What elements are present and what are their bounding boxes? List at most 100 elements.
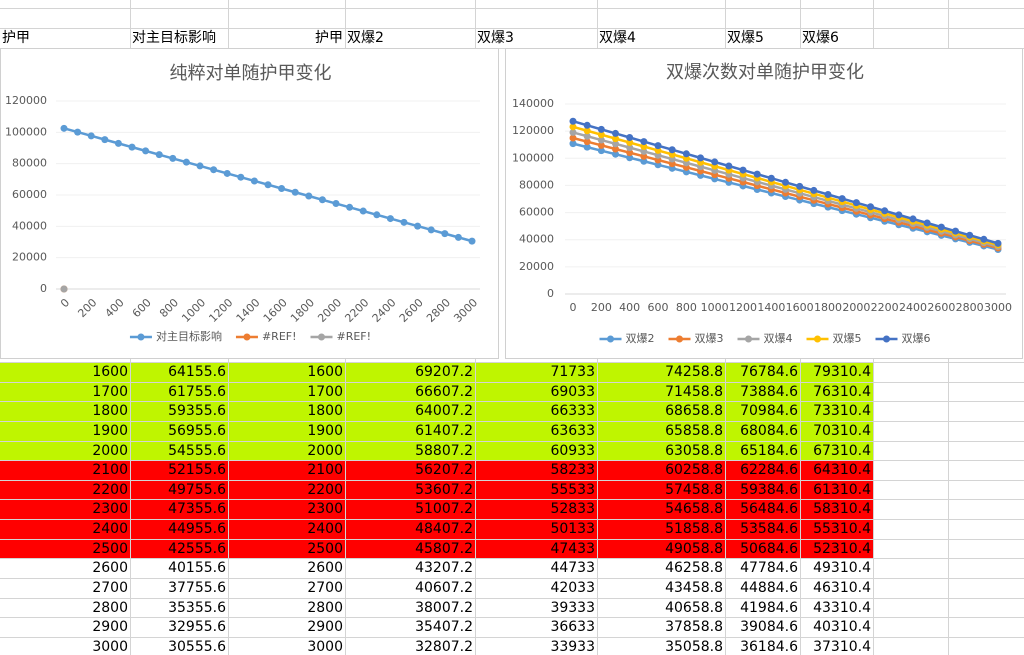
point xyxy=(87,132,95,140)
legend-label: 双爆4 xyxy=(764,331,793,345)
cell-text: 2000 xyxy=(307,442,343,459)
cell-text: 42033 xyxy=(550,580,595,597)
cell-text: 2900 xyxy=(307,619,343,636)
point xyxy=(640,157,648,165)
row-line xyxy=(0,460,1024,462)
point xyxy=(583,143,591,151)
cell-text: 32955.6 xyxy=(168,619,226,636)
cell-text: 2400 xyxy=(307,521,343,538)
point xyxy=(318,196,326,204)
cell-text: 56955.6 xyxy=(168,422,226,439)
y-tick-label: 40000 xyxy=(519,233,554,246)
point xyxy=(810,186,818,194)
point xyxy=(414,222,422,230)
cell-text: 41984.6 xyxy=(740,599,798,616)
point xyxy=(278,184,286,192)
row-highlight xyxy=(0,401,873,421)
cell-text: 42555.6 xyxy=(168,540,226,557)
x-tick-label: 3000 xyxy=(451,296,480,325)
cell-text: 53607.2 xyxy=(415,481,473,498)
row-line xyxy=(0,381,1024,383)
point xyxy=(332,200,340,208)
cell-text: 47355.6 xyxy=(168,501,226,518)
cell-text: 1900 xyxy=(307,422,343,439)
point xyxy=(626,144,634,152)
cell-text: 55310.4 xyxy=(813,521,871,538)
point xyxy=(155,151,163,159)
x-tick-label: 1600 xyxy=(786,301,814,314)
cell-text: 49058.8 xyxy=(665,540,723,557)
x-tick-label: 600 xyxy=(648,301,669,314)
cell-text: 3000 xyxy=(307,638,343,655)
cell-text: 49755.6 xyxy=(168,481,226,498)
cell-text: 48407.2 xyxy=(415,521,473,538)
cell-text: 60258.8 xyxy=(665,462,723,479)
legend-swatch xyxy=(137,333,145,341)
point xyxy=(223,169,231,177)
cell-text: 70984.6 xyxy=(740,403,798,420)
legend-swatch xyxy=(243,333,251,341)
x-tick-label: 400 xyxy=(619,301,640,314)
point xyxy=(597,125,605,133)
point xyxy=(796,182,804,190)
cell-text: 1700 xyxy=(307,383,343,400)
cell-text: 3000 xyxy=(92,638,128,655)
point xyxy=(60,285,68,293)
point xyxy=(654,156,662,164)
cell-text: 2100 xyxy=(307,462,343,479)
y-tick-label: 0 xyxy=(547,287,554,300)
point xyxy=(74,128,82,136)
point xyxy=(142,147,150,155)
cell-text: 44733 xyxy=(550,560,595,577)
x-tick-label: 1800 xyxy=(814,301,842,314)
legend-label: 双爆6 xyxy=(902,331,931,345)
x-tick-label: 1200 xyxy=(729,301,757,314)
x-tick-label: 2800 xyxy=(424,296,453,325)
cell-text: 68658.8 xyxy=(665,403,723,420)
row-line xyxy=(0,636,1024,638)
point xyxy=(895,211,903,219)
point xyxy=(994,239,1002,247)
chart-panel[interactable]: 双爆次数对单随护甲变化 0 20000 40000 60000 80000 100000 12… xyxy=(505,48,1023,359)
point xyxy=(569,117,577,125)
point xyxy=(569,140,577,148)
point xyxy=(697,154,704,162)
cell-text: 40155.6 xyxy=(168,560,226,577)
cell-text: 73310.4 xyxy=(813,403,871,420)
cell-text: 51858.8 xyxy=(665,521,723,538)
point xyxy=(824,191,832,199)
cell-text: 39333 xyxy=(550,599,595,616)
cell-text: 46310.4 xyxy=(813,580,871,597)
point xyxy=(767,174,775,182)
legend-label: #REF! xyxy=(337,330,372,343)
cell-text: 54658.8 xyxy=(665,501,723,518)
cell-text: 64155.6 xyxy=(168,364,226,380)
x-tick-label: 800 xyxy=(676,301,697,314)
cell-text: 61407.2 xyxy=(415,422,473,439)
point xyxy=(169,154,177,162)
x-tick-label: 1000 xyxy=(179,296,208,325)
row-line xyxy=(0,558,1024,560)
point xyxy=(101,136,109,144)
row-highlight xyxy=(0,381,873,402)
legend-swatch xyxy=(318,333,325,341)
cell-text: 双爆2 xyxy=(347,30,384,46)
x-tick-label: 1600 xyxy=(261,296,290,325)
point xyxy=(668,146,676,154)
row-highlight xyxy=(0,460,873,480)
cell-text: 44884.6 xyxy=(740,580,798,597)
cell-text: 2800 xyxy=(92,599,128,616)
point xyxy=(569,134,577,142)
cell-text: 66607.2 xyxy=(415,383,473,400)
cell-text: 56207.2 xyxy=(415,462,473,479)
row-line xyxy=(0,440,1024,442)
row-highlight xyxy=(0,538,873,559)
point xyxy=(114,139,122,147)
chart-title: 纯粹对单随护甲变化 xyxy=(170,63,332,84)
x-tick-label: 800 xyxy=(157,296,181,320)
point xyxy=(923,219,931,227)
chart-panel[interactable]: 纯粹对单随护甲变化 0 20000 40000 60000 80000 100000 1200… xyxy=(0,48,499,359)
cell-text: 2700 xyxy=(307,580,343,597)
row-highlight xyxy=(0,362,873,382)
cell-text: 51007.2 xyxy=(415,501,473,518)
